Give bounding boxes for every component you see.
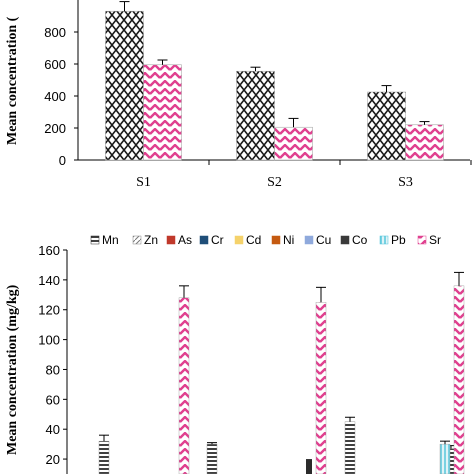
bottom-y-tick-label: 60 [46, 392, 60, 407]
top-chart: Mean concentration ( 0 200 400 600 800 S1 S2 S… [5, 0, 472, 190]
bottom-bar [344, 421, 356, 474]
legend-label: Sr [429, 233, 441, 247]
top-y-tick-label: 0 [59, 153, 66, 168]
bottom-y-axis-label: Mean concentration (mg/kg) [5, 284, 20, 455]
legend-swatch [271, 235, 281, 245]
legend: Mn Zn As Cr Cd Ni Cu Co Pb Sr [90, 233, 441, 247]
legend-label: Cu [316, 233, 331, 247]
legend-swatch [199, 235, 209, 245]
bottom-y-tick-label: 100 [38, 333, 60, 348]
bottom-y-tick-label: 80 [46, 362, 60, 377]
top-y-tick-label: 800 [44, 25, 66, 40]
bottom-bar [315, 302, 327, 474]
legend-label: Zn [144, 233, 158, 247]
legend-label: Cd [246, 233, 261, 247]
legend-label: Mn [102, 233, 119, 247]
legend-swatch [132, 235, 142, 245]
legend-swatch [417, 235, 427, 245]
top-x-tick-label: S1 [136, 175, 151, 190]
bottom-bar [206, 443, 218, 474]
legend-label: Pb [391, 233, 406, 247]
bottom-y-tick-label: 40 [46, 422, 60, 437]
bottom-bar [439, 443, 451, 474]
top-y-tick-label: 400 [44, 89, 66, 104]
legend-label: Ni [283, 233, 294, 247]
bottom-bar [178, 297, 190, 474]
legend-label: Co [352, 233, 368, 247]
bottom-y-tick-label: 20 [46, 452, 60, 467]
bottom-y-tick-label: 120 [38, 303, 60, 318]
top-x-tick-label: S3 [398, 175, 413, 190]
legend-swatch [379, 235, 389, 245]
top-y-tick-label: 200 [44, 121, 66, 136]
bottom-chart: Mn Zn As Cr Cd Ni Cu Co Pb Sr Mean concentration … [5, 233, 465, 474]
top-x-tick-label: S2 [267, 175, 282, 190]
top-y-tick-label: 600 [44, 57, 66, 72]
top-bar [405, 124, 444, 161]
top-bar [143, 64, 182, 161]
legend-swatch [304, 235, 314, 245]
top-bar [105, 10, 144, 161]
top-bar [367, 91, 406, 161]
bottom-y-tick-label: 140 [38, 273, 60, 288]
legend-label: As [178, 233, 192, 247]
bottom-y-tick-label: 160 [38, 243, 60, 258]
bottom-bar [306, 459, 312, 474]
legend-label: Cr [211, 233, 224, 247]
top-bar [274, 126, 313, 161]
top-bar [236, 70, 275, 161]
top-y-axis-label: Mean concentration ( [5, 16, 20, 145]
legend-swatch [234, 235, 244, 245]
legend-swatch [90, 235, 100, 245]
legend-swatch [340, 235, 350, 245]
legend-swatch [166, 235, 176, 245]
bottom-bar [98, 440, 110, 474]
bottom-bar [453, 285, 465, 474]
